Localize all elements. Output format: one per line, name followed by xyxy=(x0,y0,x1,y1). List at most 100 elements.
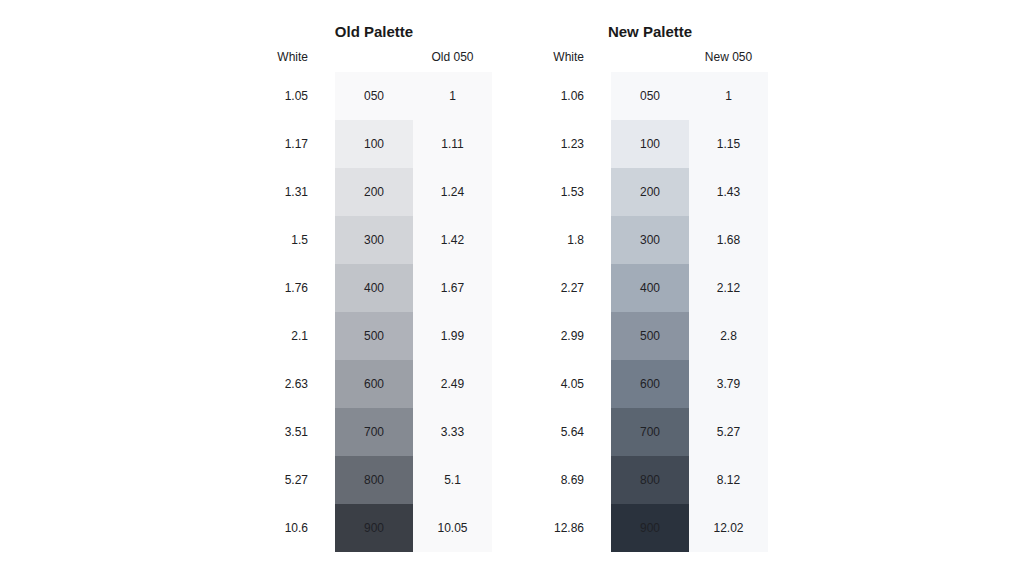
white-contrast-value: 1.23 xyxy=(516,120,584,168)
base-contrast-value: 5.1 xyxy=(413,456,492,504)
palette-row-050: 1.05 050 1 xyxy=(240,72,492,120)
swatch-label: 050 xyxy=(364,89,384,103)
new-base-column-header: New 050 xyxy=(689,50,768,65)
base-contrast-value: 3.33 xyxy=(413,408,492,456)
palette-swatch: 500 xyxy=(335,312,413,360)
palette-swatch: 600 xyxy=(611,360,689,408)
base-contrast-value: 1.11 xyxy=(413,120,492,168)
white-contrast-value: 1.53 xyxy=(516,168,584,216)
white-contrast-value: 2.63 xyxy=(240,360,308,408)
white-contrast-value: 1.31 xyxy=(240,168,308,216)
base-contrast-value: 2.49 xyxy=(413,360,492,408)
white-contrast-value: 5.64 xyxy=(516,408,584,456)
palette-swatch: 100 xyxy=(611,120,689,168)
white-contrast-value: 5.27 xyxy=(240,456,308,504)
palette-row-200: 1.53 200 1.43 xyxy=(516,168,768,216)
swatch-label: 050 xyxy=(640,89,660,103)
white-contrast-value: 8.69 xyxy=(516,456,584,504)
palette-swatch: 400 xyxy=(611,264,689,312)
white-contrast-value: 3.51 xyxy=(240,408,308,456)
palette-row-500: 2.99 500 2.8 xyxy=(516,312,768,360)
swatch-label: 500 xyxy=(640,329,660,343)
white-contrast-value: 1.8 xyxy=(516,216,584,264)
palette-row-900: 10.6 900 10.05 xyxy=(240,504,492,552)
palette-swatch: 900 xyxy=(611,504,689,552)
base-contrast-value: 3.79 xyxy=(689,360,768,408)
base-contrast-value: 10.05 xyxy=(413,504,492,552)
palette-row-400: 2.27 400 2.12 xyxy=(516,264,768,312)
swatch-label: 800 xyxy=(640,473,660,487)
palette-row-300: 1.5 300 1.42 xyxy=(240,216,492,264)
base-contrast-value: 1 xyxy=(689,72,768,120)
palette-row-100: 1.17 100 1.11 xyxy=(240,120,492,168)
palette-swatch: 100 xyxy=(335,120,413,168)
white-contrast-value: 12.86 xyxy=(516,504,584,552)
palette-swatch: 300 xyxy=(335,216,413,264)
swatch-label: 200 xyxy=(640,185,660,199)
palette-row-900: 12.86 900 12.02 xyxy=(516,504,768,552)
swatch-label: 100 xyxy=(640,137,660,151)
swatch-label: 900 xyxy=(364,521,384,535)
base-contrast-value: 1.43 xyxy=(689,168,768,216)
white-contrast-value: 4.05 xyxy=(516,360,584,408)
old-white-column-header: White xyxy=(240,50,308,65)
palette-swatch: 700 xyxy=(335,408,413,456)
white-contrast-value: 2.27 xyxy=(516,264,584,312)
swatch-label: 700 xyxy=(364,425,384,439)
palette-row-600: 4.05 600 3.79 xyxy=(516,360,768,408)
base-contrast-value: 1.42 xyxy=(413,216,492,264)
white-contrast-value: 1.06 xyxy=(516,72,584,120)
palette-swatch: 800 xyxy=(611,456,689,504)
base-contrast-value: 1.99 xyxy=(413,312,492,360)
new-palette-group: New Palette White New 050 1.06 050 1 1.2… xyxy=(516,0,768,567)
white-contrast-value: 2.1 xyxy=(240,312,308,360)
swatch-label: 900 xyxy=(640,521,660,535)
palette-swatch: 400 xyxy=(335,264,413,312)
palette-swatch: 600 xyxy=(335,360,413,408)
base-contrast-value: 2.12 xyxy=(689,264,768,312)
swatch-label: 300 xyxy=(640,233,660,247)
swatch-label: 500 xyxy=(364,329,384,343)
palette-row-700: 3.51 700 3.33 xyxy=(240,408,492,456)
white-contrast-value: 1.5 xyxy=(240,216,308,264)
old-palette-group: Old Palette White Old 050 1.05 050 1 1.1… xyxy=(240,0,492,567)
swatch-label: 800 xyxy=(364,473,384,487)
swatch-label: 400 xyxy=(364,281,384,295)
base-contrast-value: 1.15 xyxy=(689,120,768,168)
swatch-label: 700 xyxy=(640,425,660,439)
old-base-column-header: Old 050 xyxy=(413,50,492,65)
palette-row-800: 5.27 800 5.1 xyxy=(240,456,492,504)
palette-row-500: 2.1 500 1.99 xyxy=(240,312,492,360)
palette-comparison-canvas: Old Palette White Old 050 1.05 050 1 1.1… xyxy=(0,0,1025,567)
white-contrast-value: 1.05 xyxy=(240,72,308,120)
swatch-label: 600 xyxy=(640,377,660,391)
palette-row-600: 2.63 600 2.49 xyxy=(240,360,492,408)
white-contrast-value: 10.6 xyxy=(240,504,308,552)
swatch-label: 600 xyxy=(364,377,384,391)
base-contrast-value: 5.27 xyxy=(689,408,768,456)
palette-swatch: 700 xyxy=(611,408,689,456)
new-white-column-header: White xyxy=(516,50,584,65)
palette-row-050: 1.06 050 1 xyxy=(516,72,768,120)
palette-row-400: 1.76 400 1.67 xyxy=(240,264,492,312)
base-contrast-value: 8.12 xyxy=(689,456,768,504)
new-palette-title: New Palette xyxy=(611,21,689,41)
base-contrast-value: 2.8 xyxy=(689,312,768,360)
base-contrast-value: 1.67 xyxy=(413,264,492,312)
base-contrast-value: 1.68 xyxy=(689,216,768,264)
palette-row-100: 1.23 100 1.15 xyxy=(516,120,768,168)
palette-swatch: 200 xyxy=(335,168,413,216)
palette-swatch: 200 xyxy=(611,168,689,216)
base-contrast-value: 12.02 xyxy=(689,504,768,552)
palette-swatch: 900 xyxy=(335,504,413,552)
new-palette-rows: 1.06 050 1 1.23 100 1.15 1.53 200 1.43 1… xyxy=(516,72,768,552)
white-contrast-value: 1.17 xyxy=(240,120,308,168)
palette-row-200: 1.31 200 1.24 xyxy=(240,168,492,216)
base-contrast-value: 1.24 xyxy=(413,168,492,216)
palette-row-300: 1.8 300 1.68 xyxy=(516,216,768,264)
old-palette-title: Old Palette xyxy=(335,21,413,41)
swatch-label: 300 xyxy=(364,233,384,247)
palette-swatch: 500 xyxy=(611,312,689,360)
palette-row-800: 8.69 800 8.12 xyxy=(516,456,768,504)
palette-row-700: 5.64 700 5.27 xyxy=(516,408,768,456)
